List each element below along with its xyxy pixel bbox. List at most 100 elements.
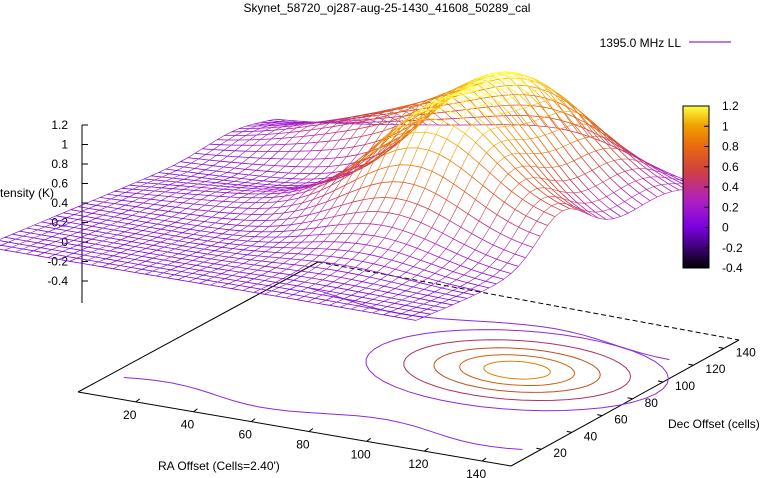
mesh-segment bbox=[472, 96, 480, 99]
mesh-segment bbox=[398, 308, 410, 311]
mesh-segment bbox=[142, 240, 150, 244]
mesh-segment bbox=[164, 216, 173, 221]
mesh-segment bbox=[381, 135, 390, 147]
mesh-segment bbox=[606, 218, 614, 220]
mesh-segment bbox=[319, 208, 331, 213]
mesh-segment bbox=[409, 204, 418, 219]
mesh-segment bbox=[249, 134, 257, 141]
mesh-segment bbox=[343, 118, 351, 126]
mesh-segment bbox=[322, 256, 331, 263]
mesh-segment bbox=[199, 282, 211, 286]
mesh-segment bbox=[234, 131, 243, 136]
y-tick-label: 60 bbox=[614, 413, 628, 427]
mesh-segment bbox=[500, 233, 512, 240]
contour-line bbox=[308, 287, 670, 361]
mesh-segment bbox=[283, 210, 295, 214]
colorbar-tick-label: 0.6 bbox=[722, 160, 739, 174]
mesh-segment bbox=[114, 216, 125, 220]
mesh-segment bbox=[136, 193, 148, 195]
mesh-segment bbox=[408, 104, 420, 108]
mesh-segment bbox=[199, 266, 208, 271]
mesh-segment bbox=[426, 305, 435, 310]
mesh-segment bbox=[347, 289, 359, 293]
mesh-segment bbox=[110, 198, 122, 201]
mesh-segment bbox=[125, 204, 137, 208]
mesh-segment bbox=[620, 212, 629, 217]
mesh-segment bbox=[480, 74, 492, 79]
mesh-segment bbox=[95, 214, 104, 219]
mesh-segment bbox=[293, 290, 301, 295]
x-tick bbox=[424, 447, 429, 452]
mesh-segment bbox=[371, 130, 384, 135]
mesh-segment bbox=[297, 247, 306, 255]
mesh-segment bbox=[299, 126, 308, 132]
mesh-segment bbox=[325, 119, 337, 122]
mesh-segment bbox=[121, 210, 129, 214]
mesh-segment bbox=[103, 211, 111, 216]
mesh-segment bbox=[187, 157, 199, 160]
mesh-segment bbox=[208, 210, 220, 213]
mesh-segment bbox=[235, 280, 247, 283]
mesh-segment bbox=[524, 124, 536, 126]
mesh-segment bbox=[246, 268, 258, 271]
mesh-segment bbox=[518, 183, 531, 193]
mesh-segment bbox=[280, 191, 292, 194]
mesh-segment bbox=[158, 168, 166, 173]
mesh-segment bbox=[487, 72, 499, 75]
mesh-segment bbox=[409, 217, 422, 223]
mesh-segment bbox=[220, 139, 228, 145]
mesh-segment bbox=[402, 284, 414, 288]
mesh-segment bbox=[141, 268, 153, 272]
mesh-segment bbox=[473, 91, 482, 99]
mesh-segment bbox=[491, 95, 503, 98]
mesh-segment bbox=[177, 276, 186, 280]
mesh-segment bbox=[380, 295, 392, 299]
mesh-segment bbox=[99, 197, 111, 200]
mesh-segment bbox=[91, 261, 99, 266]
mesh-segment bbox=[503, 238, 512, 250]
mesh-segment bbox=[15, 238, 27, 242]
mesh-segment bbox=[196, 238, 208, 242]
mesh-segment bbox=[519, 75, 532, 82]
mesh-segment bbox=[344, 279, 352, 285]
mesh-segment bbox=[627, 208, 636, 214]
mesh-segment bbox=[559, 126, 568, 130]
mesh-segment bbox=[4, 233, 13, 238]
mesh-segment bbox=[117, 234, 129, 238]
mesh-segment bbox=[189, 228, 201, 232]
mesh-segment bbox=[444, 111, 453, 119]
mesh-segment bbox=[201, 199, 213, 201]
mesh-segment bbox=[291, 222, 302, 226]
mesh-segment bbox=[283, 230, 295, 232]
mesh-segment bbox=[284, 194, 296, 197]
mesh-segment bbox=[549, 92, 557, 103]
mesh-segment bbox=[269, 192, 281, 195]
mesh-segment bbox=[514, 243, 523, 255]
mesh-segment bbox=[445, 276, 457, 281]
mesh-segment bbox=[405, 266, 414, 273]
mesh-segment bbox=[387, 269, 396, 275]
mesh-segment bbox=[345, 160, 357, 170]
mesh-segment bbox=[207, 222, 216, 228]
mesh-segment bbox=[226, 223, 237, 226]
mesh-segment bbox=[504, 153, 513, 158]
mesh-segment bbox=[337, 270, 349, 274]
mesh-segment bbox=[227, 167, 235, 173]
mesh-segment bbox=[537, 81, 550, 91]
mesh-segment bbox=[278, 124, 290, 126]
mesh-segment bbox=[146, 207, 158, 211]
mesh-segment bbox=[541, 115, 549, 119]
mesh-segment bbox=[84, 238, 92, 243]
mesh-segment bbox=[548, 89, 557, 93]
mesh-segment bbox=[409, 256, 421, 261]
mesh-segment bbox=[397, 106, 405, 113]
mesh-segment bbox=[456, 279, 468, 284]
mesh-segment bbox=[69, 245, 78, 249]
mesh-segment bbox=[478, 220, 490, 228]
mesh-segment bbox=[588, 150, 597, 154]
mesh-segment bbox=[63, 222, 71, 226]
mesh-segment bbox=[402, 164, 411, 183]
mesh-segment bbox=[380, 256, 392, 261]
mesh-segment bbox=[236, 266, 247, 269]
mesh-segment bbox=[91, 248, 99, 253]
